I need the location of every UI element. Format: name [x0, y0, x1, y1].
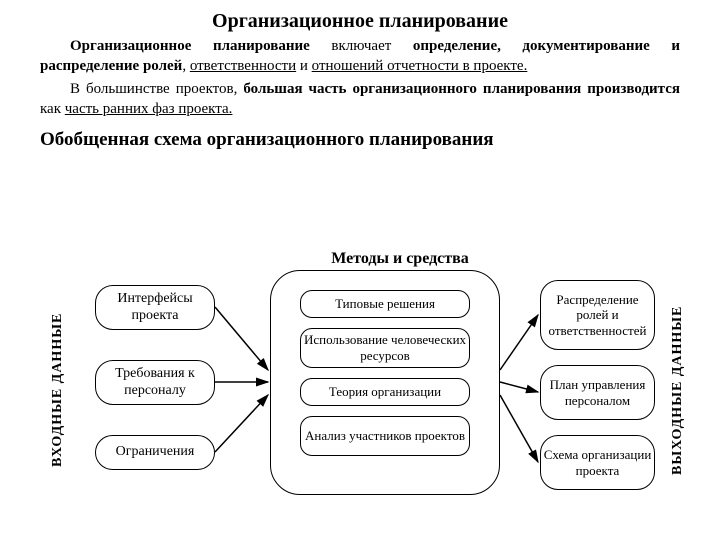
p1-t3: и	[296, 58, 312, 74]
p1-t1: включает	[310, 38, 413, 54]
p1-bold1: Организационное планирование	[70, 38, 310, 54]
p2-t1: В большинстве проектов,	[70, 81, 243, 97]
paragraph-1: Организационное планирование включает оп…	[0, 33, 720, 76]
p2-t2: как	[40, 101, 65, 117]
p1-t2: ,	[182, 58, 190, 74]
p1-u2: отношений отчетности в проекте.	[312, 58, 528, 74]
diagram-area: ВХОДНЫЕ ДАННЫЕ ВЫХОДНЫЕ ДАННЫЕ Методы и …	[0, 250, 720, 530]
p1-u1: ответственности	[190, 58, 296, 74]
subtitle: Обобщенная схема организационного планир…	[0, 119, 720, 151]
arrows-layer	[0, 250, 720, 530]
p2-u1: часть ранних фаз проекта.	[65, 101, 233, 117]
page-title: Организационное планирование	[0, 0, 720, 33]
paragraph-2: В большинстве проектов, большая часть ор…	[0, 76, 720, 119]
p2-b1: большая часть организационного планирова…	[243, 81, 680, 97]
